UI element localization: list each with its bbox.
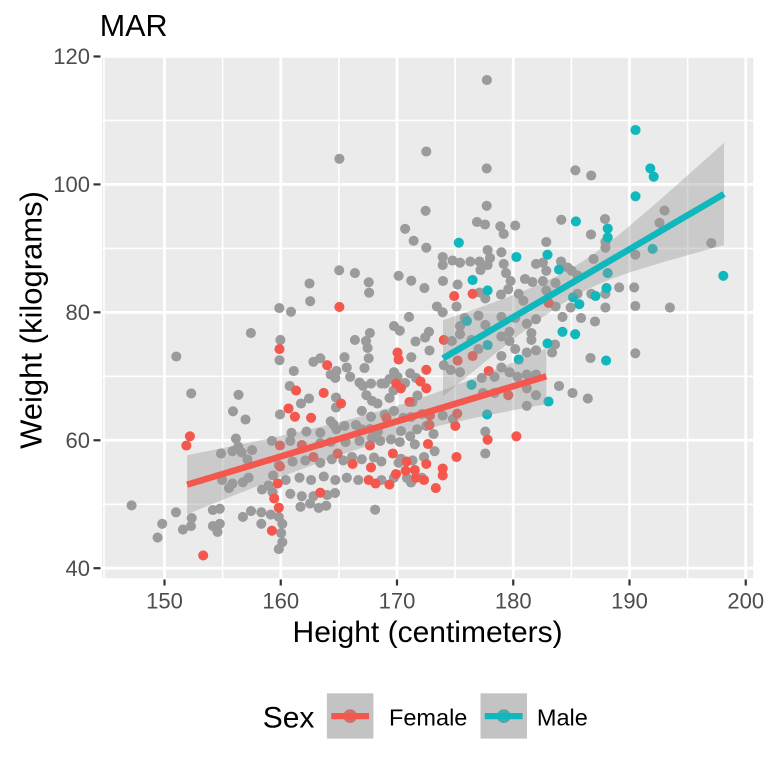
svg-text:Sex: Sex: [263, 702, 315, 735]
svg-text:Weight (kilograms): Weight (kilograms): [14, 191, 49, 449]
svg-text:Female: Female: [389, 705, 467, 731]
svg-text:180: 180: [495, 589, 532, 614]
svg-text:Height (centimeters): Height (centimeters): [293, 616, 563, 649]
svg-text:150: 150: [146, 589, 183, 614]
svg-text:Male: Male: [537, 705, 588, 731]
svg-text:160: 160: [262, 589, 299, 614]
svg-text:120: 120: [53, 44, 90, 69]
svg-text:100: 100: [53, 172, 90, 197]
svg-text:200: 200: [727, 589, 764, 614]
svg-text:170: 170: [379, 589, 416, 614]
svg-text:40: 40: [66, 556, 90, 581]
svg-text:80: 80: [66, 300, 90, 325]
svg-text:190: 190: [611, 589, 648, 614]
svg-text:60: 60: [66, 428, 90, 453]
svg-text:MAR: MAR: [100, 9, 168, 43]
